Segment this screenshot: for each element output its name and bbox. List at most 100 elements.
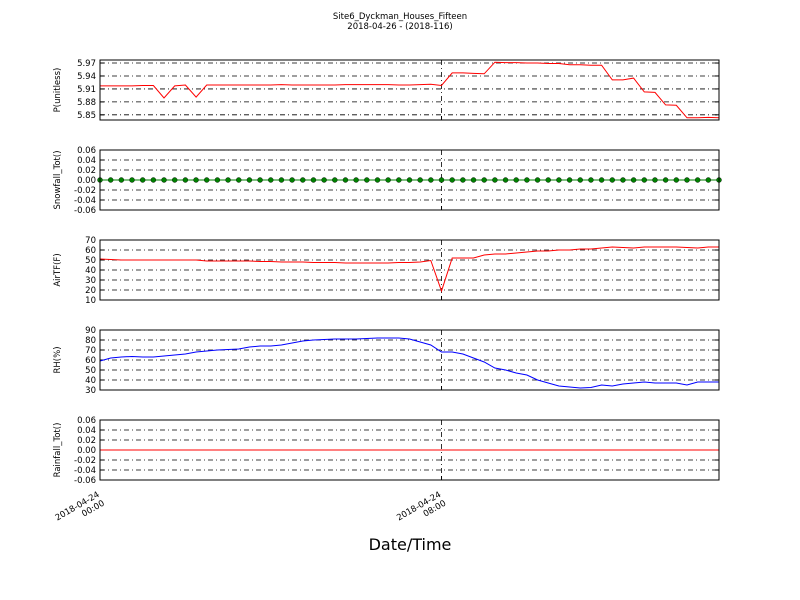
data-line bbox=[100, 61, 720, 119]
chart-subtitle: 2018-04-26 - (2018-116) bbox=[347, 22, 452, 32]
data-point bbox=[246, 177, 253, 183]
data-point bbox=[225, 177, 231, 183]
data-point bbox=[588, 177, 594, 183]
y-tick-label: 5.85 bbox=[77, 111, 96, 121]
y-tick-label: 0.06 bbox=[77, 146, 96, 156]
x-axis-label: Date/Time bbox=[369, 535, 452, 554]
data-point bbox=[566, 177, 573, 183]
data-point bbox=[268, 177, 274, 183]
data-point bbox=[662, 177, 669, 183]
y-tick-label: 5.97 bbox=[77, 59, 96, 69]
y-tick-label: 70 bbox=[85, 346, 96, 356]
data-point bbox=[652, 177, 658, 183]
data-point bbox=[449, 177, 455, 183]
y-axis-label: Rainfall_Tot() bbox=[53, 423, 63, 478]
data-line bbox=[99, 337, 719, 389]
data-point bbox=[300, 177, 306, 183]
data-point bbox=[118, 177, 125, 183]
data-point bbox=[289, 177, 295, 183]
data-point bbox=[438, 177, 445, 183]
y-tick-label: 0.00 bbox=[77, 446, 96, 456]
y-tick-label: 40 bbox=[85, 376, 96, 386]
chart-title: Site6_Dyckman_Houses_Fifteen bbox=[333, 12, 467, 22]
data-point bbox=[332, 177, 338, 183]
data-point bbox=[310, 177, 317, 183]
y-tick-label: 0.04 bbox=[77, 426, 96, 436]
plot-frame bbox=[99, 329, 720, 391]
y-tick-label: 30 bbox=[85, 386, 96, 396]
data-point bbox=[204, 177, 210, 183]
plot-frame bbox=[99, 239, 720, 301]
y-tick-label: 5.91 bbox=[77, 85, 96, 95]
y-tick-label: 70 bbox=[85, 236, 96, 246]
y-tick-label: 20 bbox=[85, 286, 96, 296]
data-point bbox=[107, 177, 114, 183]
y-tick-label: -0.02 bbox=[74, 186, 96, 196]
data-point bbox=[396, 177, 402, 183]
y-tick-label: -0.04 bbox=[74, 466, 96, 476]
data-point bbox=[630, 177, 637, 183]
data-point bbox=[139, 177, 146, 183]
y-axis-label: P(unitless) bbox=[53, 68, 63, 113]
data-point bbox=[534, 177, 541, 183]
y-tick-label: 60 bbox=[85, 356, 96, 366]
data-point bbox=[705, 177, 712, 183]
y-tick-label: 40 bbox=[85, 266, 96, 276]
y-tick-label: 50 bbox=[85, 256, 96, 266]
data-point bbox=[492, 177, 498, 183]
data-point bbox=[577, 177, 583, 183]
data-point bbox=[694, 177, 701, 183]
data-point bbox=[182, 177, 189, 183]
y-tick-label: 90 bbox=[85, 326, 96, 336]
y-tick-label: -0.06 bbox=[74, 476, 96, 486]
data-point bbox=[353, 177, 359, 183]
y-tick-label: 30 bbox=[85, 276, 96, 286]
y-tick-label: 60 bbox=[85, 246, 96, 256]
y-tick-label: 80 bbox=[85, 336, 96, 346]
y-tick-label: -0.02 bbox=[74, 456, 96, 466]
y-tick-label: 50 bbox=[85, 366, 96, 376]
data-point bbox=[673, 177, 680, 183]
data-point bbox=[684, 177, 690, 183]
data-point bbox=[406, 177, 413, 183]
data-point bbox=[556, 177, 562, 183]
data-point bbox=[545, 177, 551, 183]
data-point bbox=[502, 177, 509, 183]
y-tick-label: 0.06 bbox=[77, 416, 96, 426]
data-point bbox=[129, 177, 135, 183]
data-point bbox=[620, 177, 626, 183]
data-point bbox=[513, 177, 519, 183]
data-point bbox=[321, 177, 327, 183]
y-tick-label: 10 bbox=[85, 296, 96, 306]
y-tick-label: -0.06 bbox=[74, 206, 96, 216]
y-tick-label: 0.00 bbox=[77, 176, 96, 186]
plot-frame bbox=[99, 419, 720, 481]
data-point bbox=[278, 177, 285, 183]
data-point bbox=[598, 177, 605, 183]
plot-frame bbox=[99, 149, 720, 211]
y-axis-label: RH(%) bbox=[53, 346, 63, 373]
data-point bbox=[524, 177, 530, 183]
y-tick-label: 5.94 bbox=[77, 72, 96, 82]
y-tick-label: 0.02 bbox=[77, 436, 96, 446]
plot-frame bbox=[99, 59, 720, 121]
data-point bbox=[364, 177, 370, 183]
data-point bbox=[172, 177, 178, 183]
data-point bbox=[460, 177, 466, 183]
y-axis-label: AirTF(F) bbox=[53, 253, 63, 286]
data-point bbox=[609, 177, 615, 183]
data-point bbox=[481, 177, 487, 183]
y-tick-label: 0.04 bbox=[77, 156, 96, 166]
y-tick-label: 5.88 bbox=[77, 98, 96, 108]
data-point bbox=[417, 177, 423, 183]
data-point bbox=[161, 177, 167, 183]
y-tick-label: 0.02 bbox=[77, 166, 96, 176]
data-point bbox=[193, 177, 199, 183]
data-point bbox=[257, 177, 263, 183]
y-tick-label: -0.04 bbox=[74, 196, 96, 206]
data-point bbox=[342, 177, 349, 183]
data-point bbox=[641, 177, 647, 183]
data-line bbox=[99, 246, 719, 293]
data-point bbox=[428, 177, 434, 183]
